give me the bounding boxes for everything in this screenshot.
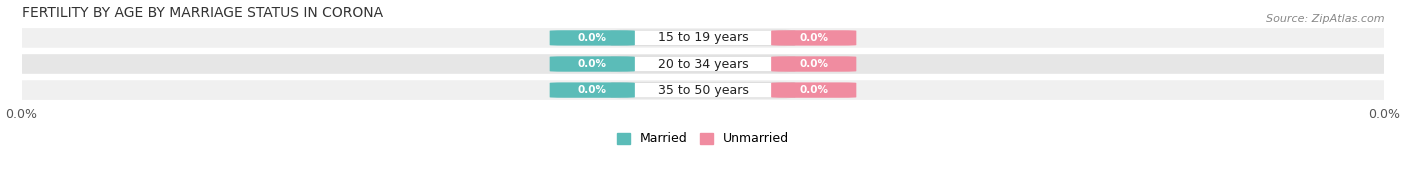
FancyBboxPatch shape	[1, 79, 1405, 101]
FancyBboxPatch shape	[550, 56, 636, 72]
Text: 0.0%: 0.0%	[578, 85, 607, 95]
Text: 0.0%: 0.0%	[578, 59, 607, 69]
Text: 0.0%: 0.0%	[578, 33, 607, 43]
Text: FERTILITY BY AGE BY MARRIAGE STATUS IN CORONA: FERTILITY BY AGE BY MARRIAGE STATUS IN C…	[21, 5, 382, 20]
Legend: Married, Unmarried: Married, Unmarried	[617, 132, 789, 145]
Text: 20 to 34 years: 20 to 34 years	[658, 57, 748, 71]
FancyBboxPatch shape	[550, 30, 636, 46]
FancyBboxPatch shape	[1, 27, 1405, 49]
FancyBboxPatch shape	[770, 56, 856, 72]
Text: 0.0%: 0.0%	[799, 85, 828, 95]
FancyBboxPatch shape	[612, 82, 794, 98]
Text: 35 to 50 years: 35 to 50 years	[658, 83, 748, 97]
Text: 15 to 19 years: 15 to 19 years	[658, 31, 748, 44]
FancyBboxPatch shape	[550, 82, 636, 98]
FancyBboxPatch shape	[612, 56, 794, 72]
Text: Source: ZipAtlas.com: Source: ZipAtlas.com	[1267, 14, 1385, 24]
Text: 0.0%: 0.0%	[799, 33, 828, 43]
FancyBboxPatch shape	[770, 30, 856, 46]
FancyBboxPatch shape	[770, 82, 856, 98]
Text: 0.0%: 0.0%	[799, 59, 828, 69]
FancyBboxPatch shape	[612, 30, 794, 46]
FancyBboxPatch shape	[1, 53, 1405, 75]
